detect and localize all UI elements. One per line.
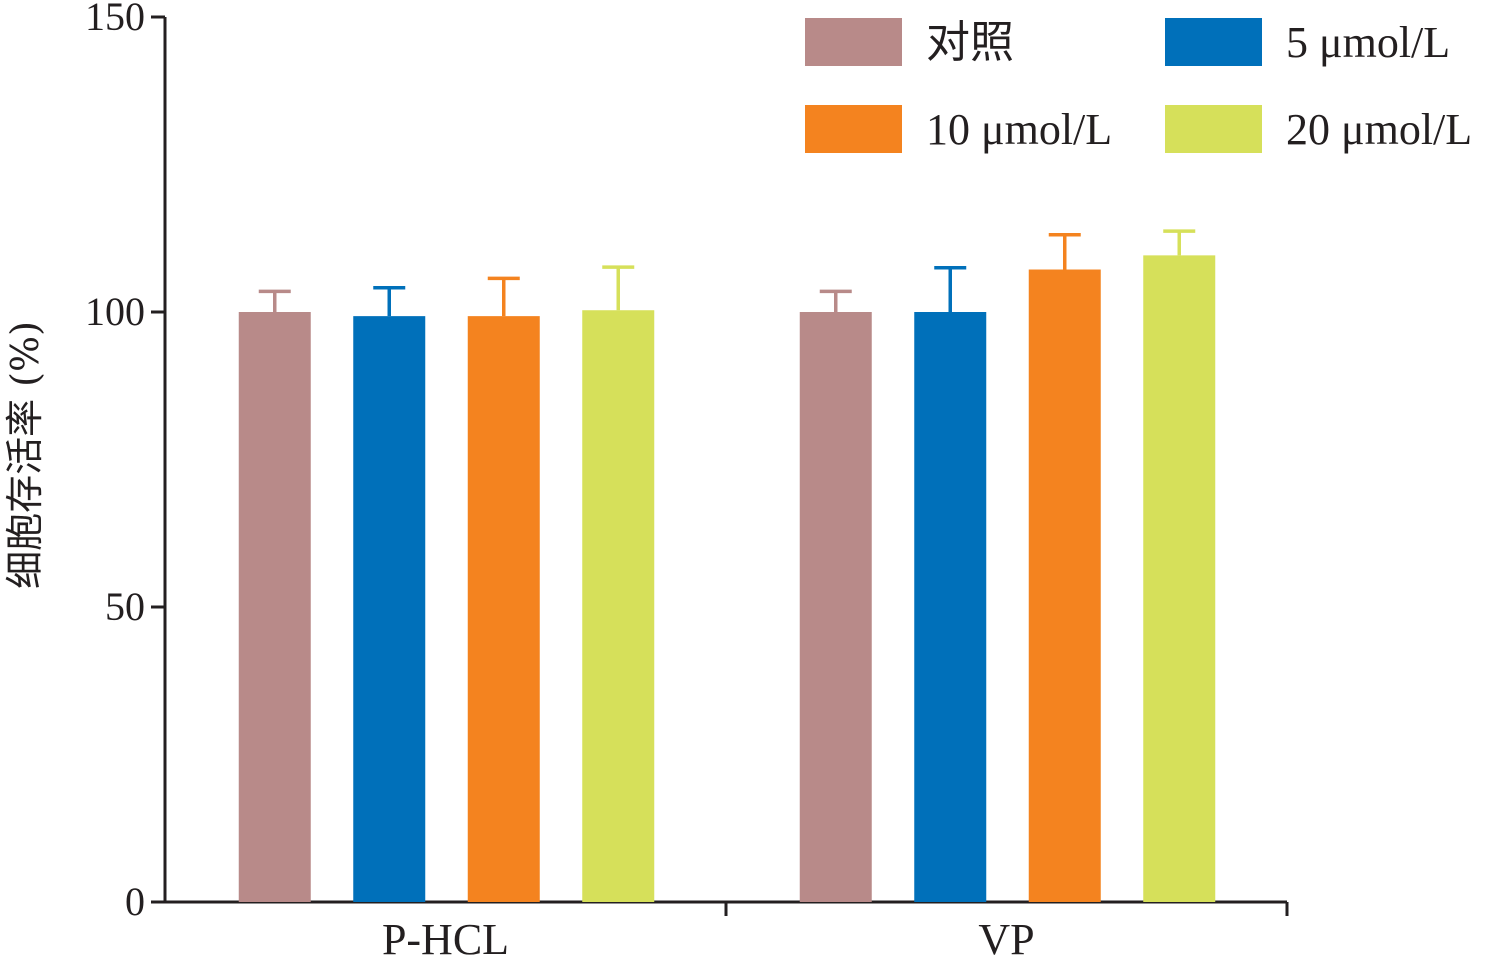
bar	[582, 310, 655, 903]
y-tick-label: 0	[125, 879, 145, 924]
y-axis-title: 细胞存活率 (%)	[3, 321, 47, 589]
legend-swatch	[805, 18, 902, 66]
y-tick-label: 50	[105, 584, 145, 629]
legend: 对照 5 μmol/L 10 μmol/L 20 μmol/L	[805, 18, 1472, 154]
bar	[467, 316, 540, 902]
bar	[914, 312, 987, 902]
y-tick-label: 150	[85, 0, 145, 39]
legend-label: 对照	[926, 18, 1014, 67]
axes: 0 50 100 150 P-HCL VP	[85, 0, 1289, 957]
legend-swatch	[1165, 18, 1262, 66]
x-category-label: P-HCL	[382, 915, 509, 957]
legend-swatch	[805, 105, 902, 153]
bar	[1143, 255, 1216, 903]
bar	[238, 312, 311, 902]
bars	[238, 229, 1216, 903]
bar	[799, 312, 872, 902]
y-tick-label: 100	[85, 289, 145, 334]
legend-swatch	[1165, 105, 1262, 153]
legend-label: 20 μmol/L	[1286, 105, 1472, 154]
legend-label: 10 μmol/L	[926, 105, 1112, 154]
x-category-label: VP	[978, 915, 1034, 957]
bar	[1028, 269, 1101, 902]
bar	[353, 316, 426, 902]
legend-label: 5 μmol/L	[1286, 18, 1450, 67]
